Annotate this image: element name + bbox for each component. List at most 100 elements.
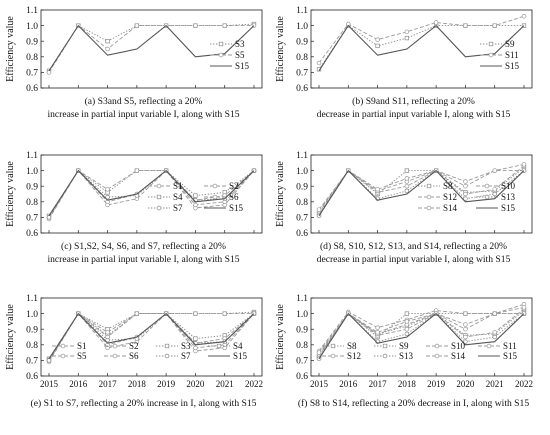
caption-line-1: (f) S8 to S14, reflecting a 20% decrease…: [298, 398, 529, 409]
plot-frame: [40, 297, 263, 377]
legend-label-S14: S14: [443, 203, 458, 213]
data-point: [463, 326, 468, 332]
series-line-S1: [48, 312, 255, 363]
caption-line-2: decrease in partial input variable I, al…: [317, 109, 511, 120]
series-S15: [48, 312, 255, 360]
data-point: [492, 311, 497, 316]
data-point: [404, 35, 410, 41]
legend-marker: [382, 353, 388, 359]
legend-label-S11: S11: [505, 50, 519, 60]
x-tick-label: 2017: [99, 379, 118, 389]
data-point: [193, 193, 198, 198]
legend-label-S13: S13: [501, 192, 516, 202]
legend-label-S3: S3: [181, 341, 191, 351]
legend-marker: [484, 194, 490, 200]
series-S15: [318, 312, 525, 360]
data-point: [316, 350, 322, 355]
y-axis-label: Efficiency value: [275, 161, 286, 227]
x-tick-label: 2019: [157, 379, 176, 389]
y-tick-label: 1.1: [296, 6, 308, 16]
caption-line-2: increase in partial input variable I, al…: [47, 254, 239, 265]
legend-label-S5: S5: [235, 50, 245, 60]
legend-label-S15: S15: [501, 203, 516, 213]
legend-label-S5: S5: [77, 351, 87, 361]
legend: S8 S9 S10 S11 S12 S13 S14 S15: [322, 341, 518, 361]
y-tick-label: 0.7: [296, 214, 308, 224]
legend-label-S3: S3: [235, 39, 245, 49]
y-tick-label: 0.6: [26, 84, 38, 94]
data-point: [375, 43, 380, 49]
series-S3: [46, 21, 257, 73]
legend-marker: [156, 205, 162, 211]
data-point: [404, 168, 410, 173]
y-tick-label: 1.0: [296, 310, 308, 320]
data-point: [463, 183, 468, 189]
legend-label-S10: S10: [451, 341, 466, 351]
caption-line-2: decrease in partial input variable I, al…: [317, 254, 511, 265]
legend-marker: [60, 353, 66, 359]
y-tick-label: 0.6: [296, 84, 308, 94]
y-tick-label: 0.6: [296, 372, 308, 382]
data-point: [193, 311, 198, 316]
panel-b: 0.6 0.7 0.8 0.9 1.0 1.1 Efficiency value S9S11S…: [275, 6, 533, 120]
caption-line-1: (c) S1,S2, S4, S6, and S7, reflecting a …: [61, 241, 226, 252]
legend-label-S7: S7: [181, 351, 191, 361]
y-tick-label: 0.7: [26, 357, 38, 367]
data-point: [492, 334, 497, 340]
data-point: [134, 311, 140, 316]
series-line-S11: [318, 15, 525, 64]
legend: S1 S2 S4 S6 S7 S15: [148, 181, 244, 213]
data-point: [46, 70, 52, 75]
data-point: [404, 319, 410, 324]
y-tick-label: 0.9: [26, 325, 38, 335]
y-tick-label: 0.7: [296, 69, 308, 79]
data-point: [492, 330, 497, 335]
legend-marker: [112, 343, 118, 349]
series-S15: [318, 24, 525, 72]
data-point: [463, 179, 468, 184]
series-line-S14: [318, 306, 525, 353]
y-tick-label: 0.7: [26, 69, 38, 79]
y-tick-label: 0.8: [296, 53, 308, 63]
caption-line-1: (e) S1 to S7, reflecting a 20% increase …: [31, 398, 257, 409]
legend-label-S6: S6: [129, 351, 139, 361]
y-tick-label: 0.7: [26, 214, 38, 224]
series-S15: [48, 24, 255, 72]
data-point: [404, 176, 410, 181]
caption-line-2: increase in partial input variable I, al…: [47, 109, 239, 120]
legend-label-S14: S14: [451, 351, 466, 361]
y-axis-label: Efficiency value: [5, 161, 16, 227]
data-point: [404, 29, 410, 35]
y-tick-label: 0.9: [26, 37, 38, 47]
legend-label-S12: S12: [347, 351, 361, 361]
y-tick-label: 1.1: [26, 294, 38, 304]
data-point: [492, 168, 497, 173]
legend-marker: [216, 343, 222, 349]
x-tick-label: 2015: [40, 379, 59, 389]
data-point: [433, 20, 439, 25]
series-line-S6: [48, 312, 255, 361]
data-point: [404, 188, 410, 194]
data-point: [463, 339, 468, 344]
panel-c: 0.6 0.7 0.8 0.9 1.0 1.1 Efficiency value S1 S2 S4…: [5, 151, 263, 265]
data-point: [46, 358, 52, 363]
legend-marker: [112, 353, 118, 359]
y-tick-label: 0.9: [296, 325, 308, 335]
data-point: [375, 187, 380, 192]
series-line-S9: [318, 312, 524, 358]
data-point: [105, 194, 110, 200]
series-S9: [316, 23, 527, 72]
y-tick-label: 0.8: [26, 341, 38, 351]
x-tick-label: 2016: [339, 379, 358, 389]
series-line-S6: [48, 169, 255, 218]
series-line-S15: [48, 169, 255, 217]
legend-marker: [382, 343, 388, 349]
x-tick-label: 2018: [398, 379, 417, 389]
data-point: [463, 311, 468, 316]
series-line-S3: [48, 23, 255, 72]
plot-frame: [310, 297, 533, 377]
